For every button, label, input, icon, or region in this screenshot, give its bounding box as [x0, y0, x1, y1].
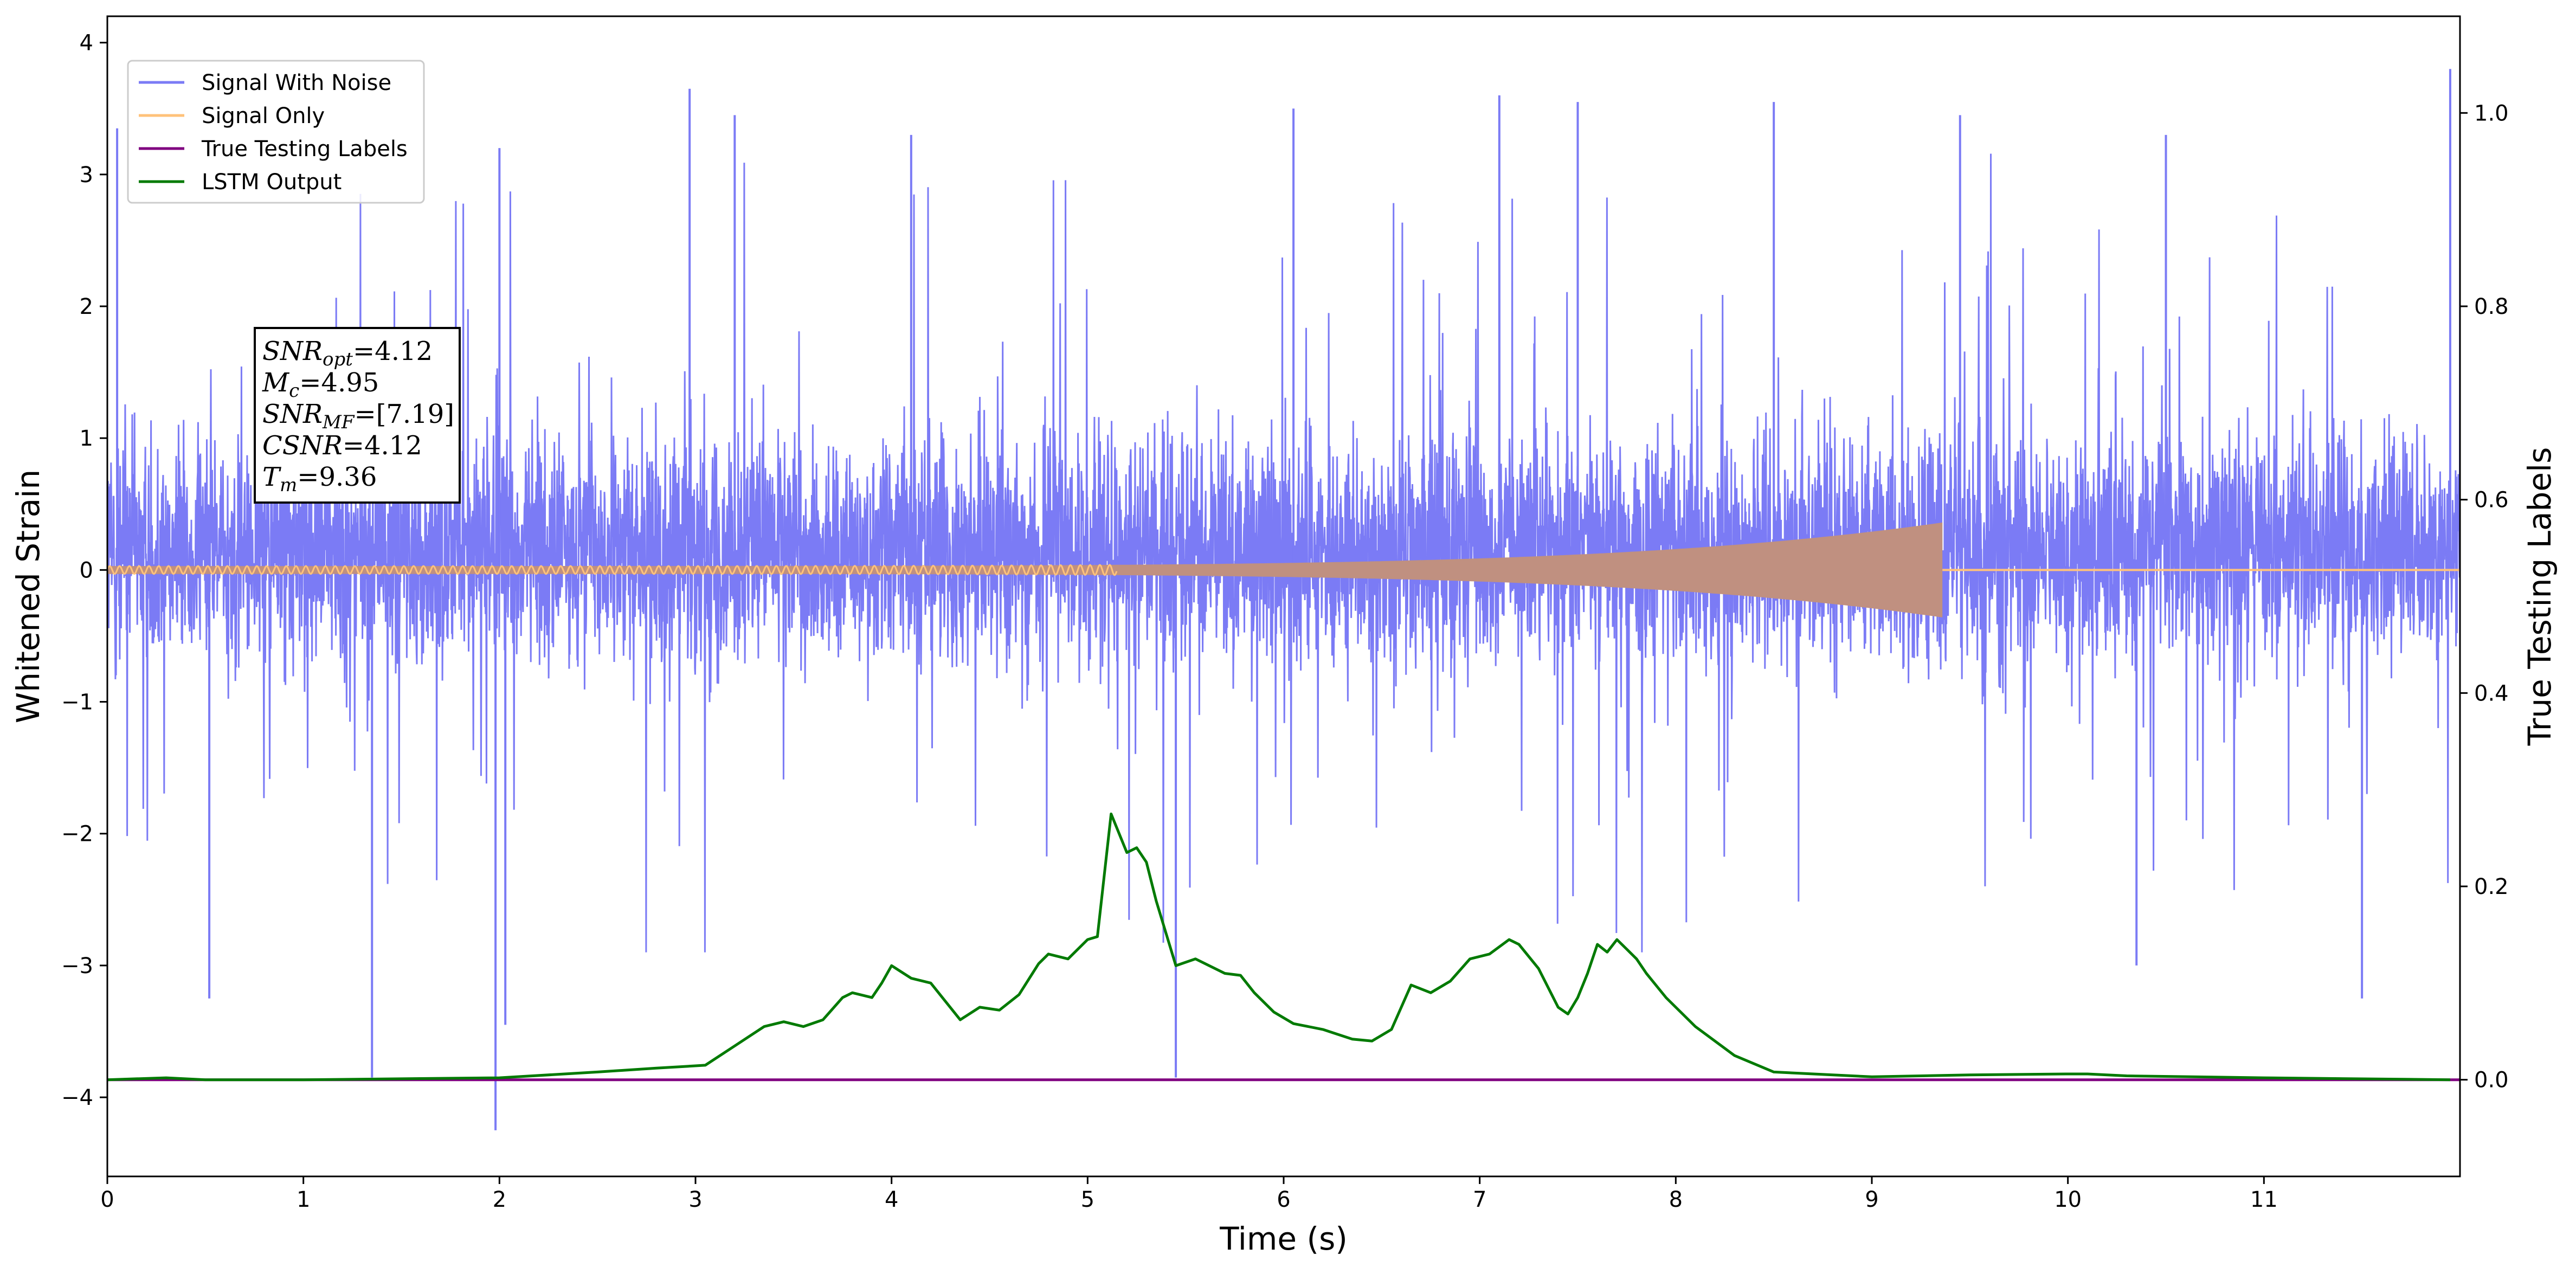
lstm-output-line	[107, 812, 2450, 1082]
y2-axis-title: True Testing Labels	[2521, 447, 2558, 747]
x-axis: 0 1 2 3 4 5 6 7 8 9 10 11	[100, 1176, 2278, 1212]
signal-only-series	[107, 522, 2460, 617]
lstm-output-series	[107, 812, 2451, 1082]
x-tick-label: 0	[100, 1187, 114, 1212]
x-tick-label: 8	[1669, 1187, 1683, 1212]
parameter-line: SNRMF=[7.19]	[262, 399, 454, 433]
y2-tick-label: 0.4	[2474, 681, 2509, 706]
y-tick-label: 3	[80, 163, 93, 188]
noise-trace	[107, 148, 2460, 953]
y2-tick-label: 0.8	[2474, 294, 2509, 319]
y2-tick-label: 1.0	[2474, 101, 2509, 126]
legend: Signal With Noise Signal Only True Testing…	[127, 60, 425, 204]
legend-label: LSTM Output	[202, 170, 342, 195]
x-axis-title: Time (s)	[1219, 1220, 1348, 1257]
x-tick-label: 10	[2054, 1187, 2082, 1212]
chirp-envelope	[107, 522, 1943, 617]
parameter-line: SNRopt=4.12	[262, 336, 433, 370]
y2-tick-label: 0.2	[2474, 874, 2509, 899]
legend-label: True Testing Labels	[201, 137, 408, 162]
y-tick-label: 1	[80, 426, 93, 451]
x-tick-label: 7	[1473, 1187, 1486, 1212]
y2-tick-label: 0.0	[2474, 1068, 2509, 1093]
signal-with-noise-series	[107, 69, 2460, 1130]
parameter-line: Tm=9.36	[262, 462, 377, 496]
y-tick-label: −2	[61, 822, 93, 847]
y-tick-label: 4	[80, 31, 93, 56]
x-tick-label: 3	[688, 1187, 702, 1212]
parameter-line: CSNR=4.12	[262, 430, 422, 461]
y-axis-title: Whitened Strain	[10, 469, 47, 723]
parameter-box-frame	[254, 327, 461, 504]
x-tick-label: 2	[493, 1187, 506, 1212]
parameter-box: SNRopt=4.12Mc=4.95SNRMF=[7.19]CSNR=4.12T…	[254, 327, 461, 504]
y2-tick-label: 0.6	[2474, 488, 2509, 513]
y-tick-label: −3	[61, 954, 93, 979]
legend-label: Signal With Noise	[202, 70, 391, 95]
x-tick-label: 5	[1081, 1187, 1094, 1212]
x-tick-label: 9	[1865, 1187, 1878, 1212]
x-tick-label: 4	[885, 1187, 898, 1212]
y-tick-label: 2	[80, 294, 93, 319]
y-tick-label: −1	[61, 690, 93, 715]
y-tick-label: 0	[80, 558, 93, 583]
x-tick-label: 1	[297, 1187, 310, 1212]
legend-label: Signal Only	[202, 104, 325, 128]
x-tick-label: 6	[1277, 1187, 1290, 1212]
chirp-oscillation	[107, 564, 1118, 576]
y-axis-right: 0.0 0.2 0.4 0.6 0.8 1.0	[2460, 101, 2509, 1093]
y-tick-label: −4	[61, 1085, 93, 1110]
x-tick-label: 11	[2250, 1187, 2278, 1212]
y-axis-left: −4 −3 −2 −1 0 1 2 3 4	[61, 31, 107, 1110]
parameter-line: Mc=4.95	[262, 368, 379, 402]
legend-box	[127, 60, 425, 204]
